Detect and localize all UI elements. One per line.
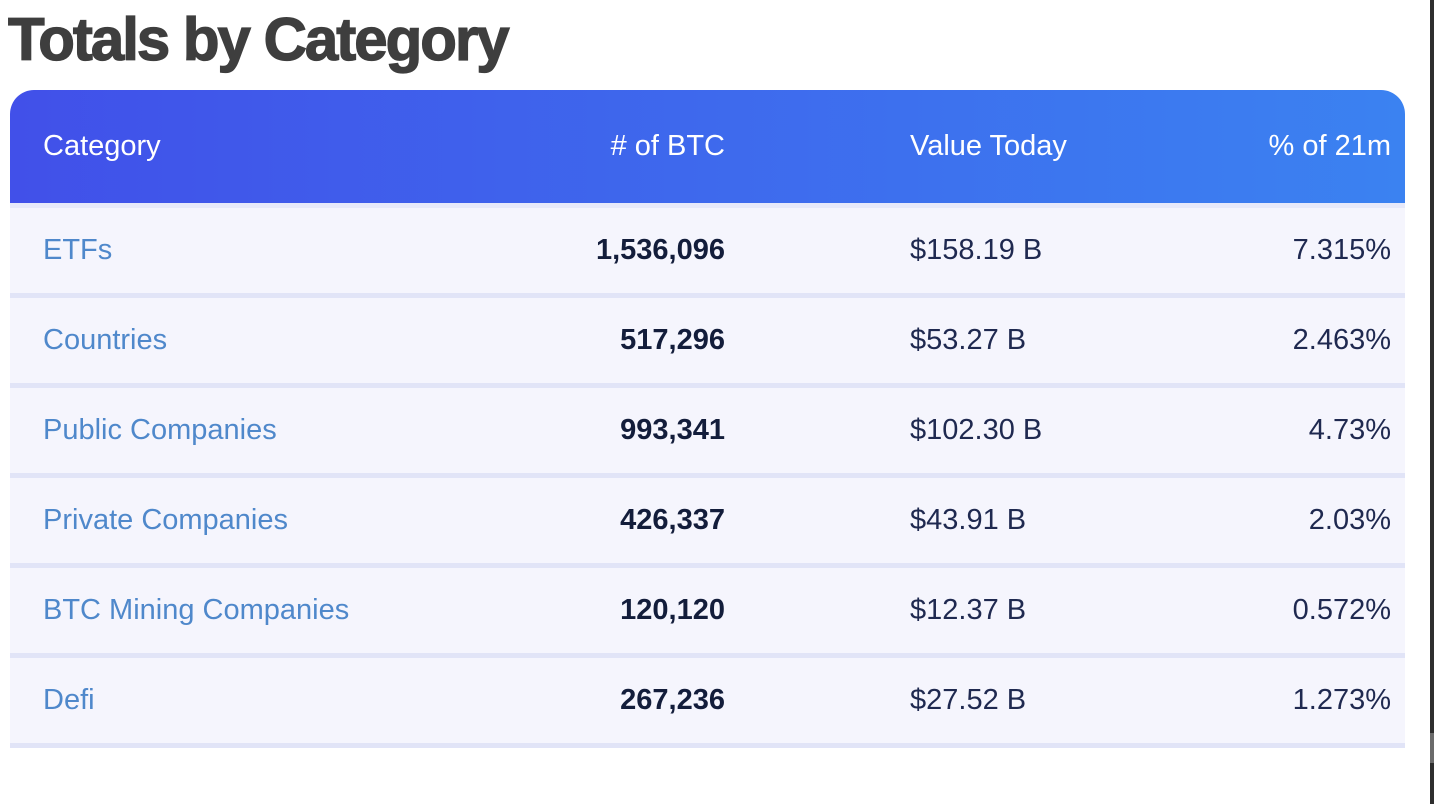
value-today-cell: $102.30 B bbox=[727, 388, 1157, 478]
category-link-etfs[interactable]: ETFs bbox=[43, 234, 113, 266]
scrollbar-thumb[interactable] bbox=[1430, 733, 1434, 763]
btc-count-cell: 1,536,096 bbox=[570, 208, 727, 298]
btc-count-cell: 517,296 bbox=[570, 298, 727, 388]
table-header-row: Category # of BTC Value Today % of 21m bbox=[10, 90, 1405, 208]
header-cell-num-of-btc: # of BTC bbox=[570, 90, 727, 208]
table-row-btc-mining-companies: BTC Mining Companies 120,120 $12.37 B 0.… bbox=[10, 568, 1405, 658]
table-row-defi: Defi 267,236 $27.52 B 1.273% bbox=[10, 658, 1405, 748]
category-link-private-companies[interactable]: Private Companies bbox=[43, 504, 288, 536]
btc-count-cell: 120,120 bbox=[570, 568, 727, 658]
pct-of-21m-cell: 2.463% bbox=[1157, 298, 1405, 388]
pct-of-21m-cell: 0.572% bbox=[1157, 568, 1405, 658]
category-link-public-companies[interactable]: Public Companies bbox=[43, 414, 277, 446]
pct-of-21m-cell: 7.315% bbox=[1157, 208, 1405, 298]
value-today-cell: $158.19 B bbox=[727, 208, 1157, 298]
value-today-cell: $12.37 B bbox=[727, 568, 1157, 658]
page-title: Totals by Category bbox=[7, 5, 510, 73]
header-cell-category: Category bbox=[10, 90, 570, 208]
totals-by-category-table: Category # of BTC Value Today % of 21m E… bbox=[10, 90, 1405, 748]
table-row-countries: Countries 517,296 $53.27 B 2.463% bbox=[10, 298, 1405, 388]
value-today-cell: $43.91 B bbox=[727, 478, 1157, 568]
value-today-cell: $27.52 B bbox=[727, 658, 1157, 748]
table-row-public-companies: Public Companies 993,341 $102.30 B 4.73% bbox=[10, 388, 1405, 478]
btc-count-cell: 993,341 bbox=[570, 388, 727, 478]
table-row-etfs: ETFs 1,536,096 $158.19 B 7.315% bbox=[10, 208, 1405, 298]
category-link-btc-mining-companies[interactable]: BTC Mining Companies bbox=[43, 594, 350, 626]
pct-of-21m-cell: 2.03% bbox=[1157, 478, 1405, 568]
header-cell-value-today: Value Today bbox=[727, 90, 1157, 208]
category-link-countries[interactable]: Countries bbox=[43, 324, 168, 356]
btc-count-cell: 426,337 bbox=[570, 478, 727, 568]
window-scrollbar[interactable] bbox=[1430, 0, 1434, 804]
category-link-defi[interactable]: Defi bbox=[43, 684, 95, 716]
value-today-cell: $53.27 B bbox=[727, 298, 1157, 388]
table-row-private-companies: Private Companies 426,337 $43.91 B 2.03% bbox=[10, 478, 1405, 568]
pct-of-21m-cell: 1.273% bbox=[1157, 658, 1405, 748]
pct-of-21m-cell: 4.73% bbox=[1157, 388, 1405, 478]
btc-count-cell: 267,236 bbox=[570, 658, 727, 748]
header-cell-pct-of-21m: % of 21m bbox=[1157, 90, 1405, 208]
